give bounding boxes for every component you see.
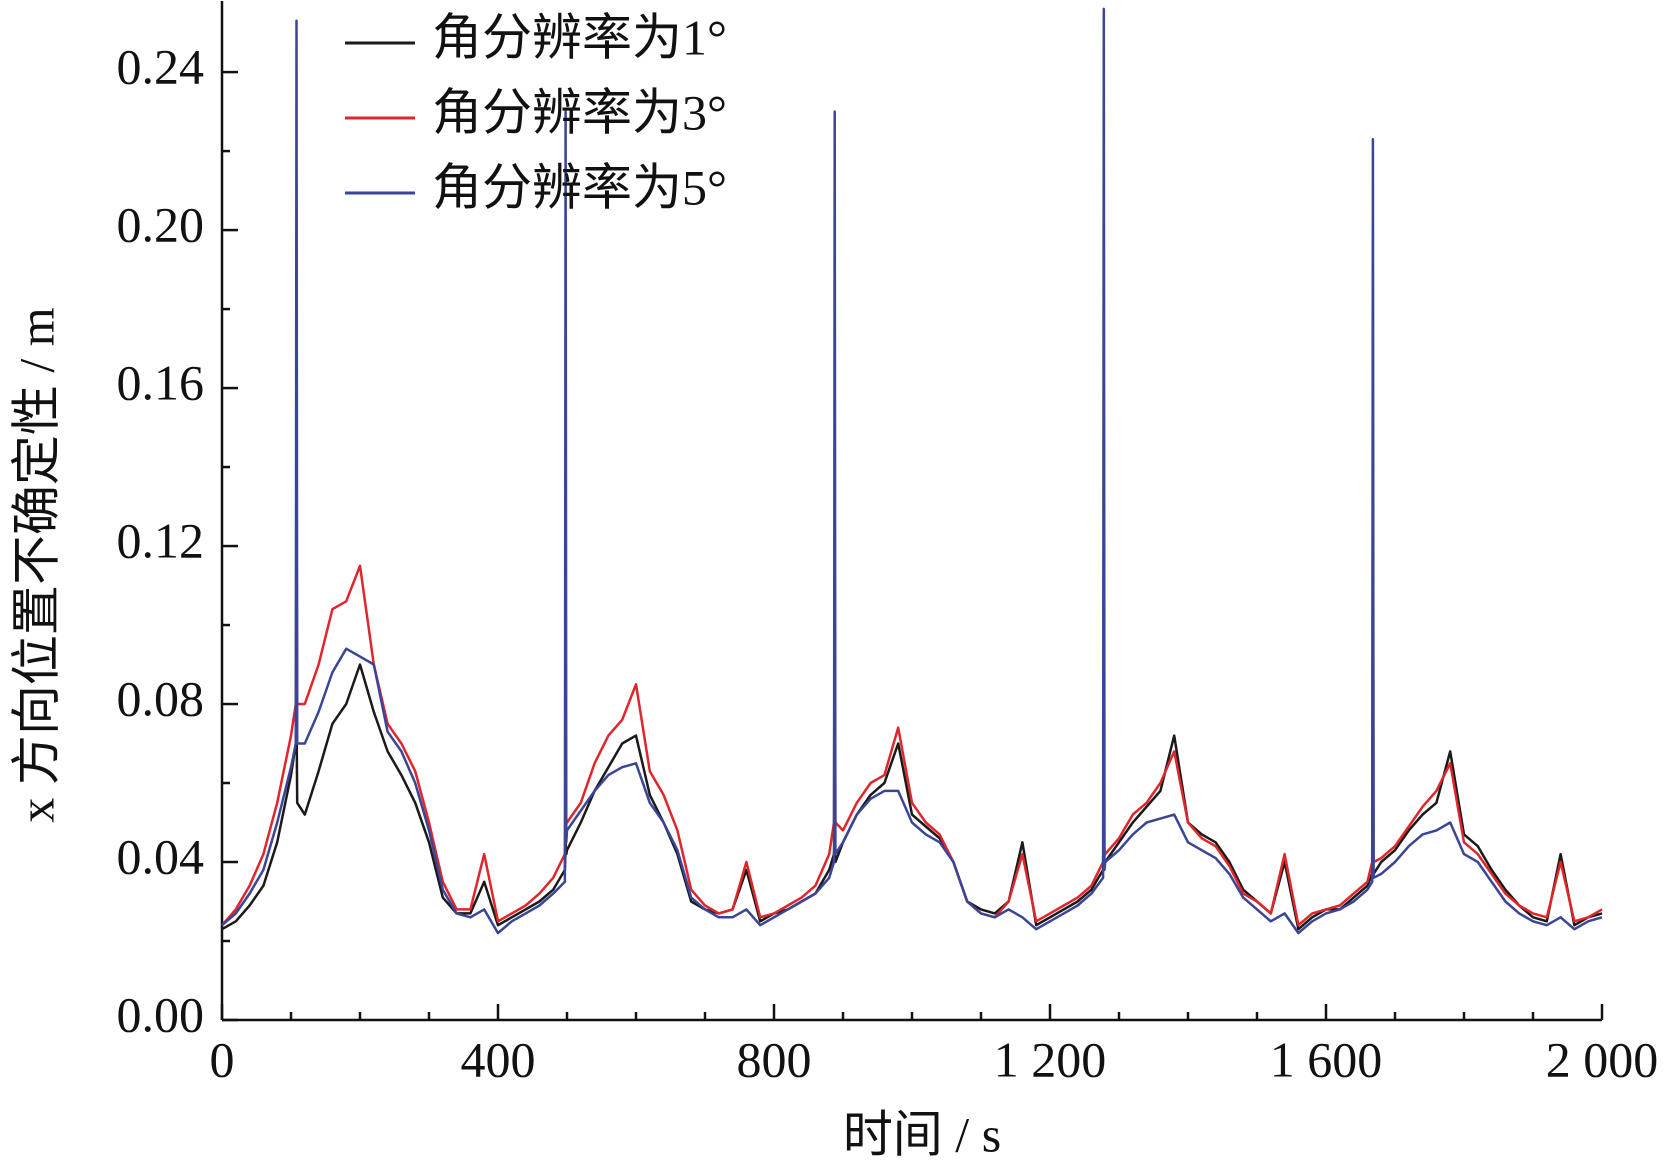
x-tick-label: 0 (210, 1031, 235, 1087)
legend-label: 角分辨率为5° (432, 159, 727, 215)
y-axis-label: x 方向位置不确定性 / m (8, 307, 64, 822)
series-line (221, 7, 1603, 935)
x-tick-label: 2 000 (1546, 1031, 1659, 1087)
y-tick-label: 0.00 (117, 986, 205, 1042)
legend-label: 角分辨率为1° (432, 9, 727, 65)
legend-label: 角分辨率为3° (432, 84, 727, 140)
x-tick-label: 800 (737, 1031, 812, 1087)
y-tick-label: 0.16 (117, 355, 205, 411)
y-tick-label: 0.24 (117, 39, 205, 95)
y-tick-label: 0.08 (117, 670, 205, 726)
x-tick-label: 400 (461, 1031, 536, 1087)
y-tick-label: 0.20 (117, 197, 205, 253)
y-tick-label: 0.12 (117, 513, 205, 569)
x-axis-label: 时间 / s (843, 1106, 1001, 1162)
y-tick-label: 0.04 (117, 828, 205, 884)
x-tick-label: 1 200 (994, 1031, 1107, 1087)
x-tick-label: 1 600 (1270, 1031, 1383, 1087)
